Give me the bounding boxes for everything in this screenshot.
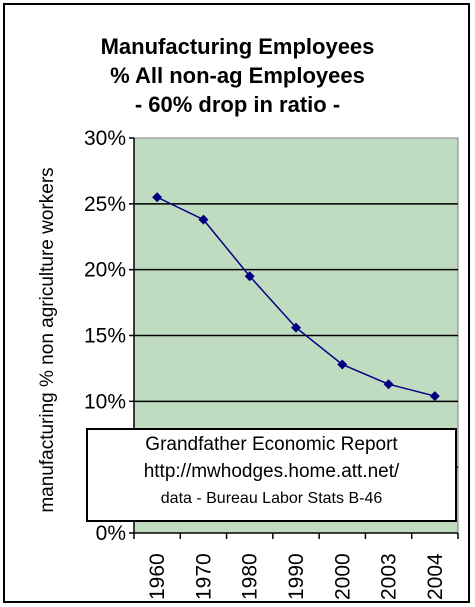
- x-tick-label: 2004: [424, 553, 447, 600]
- data-point-2003: [383, 379, 394, 390]
- data-point-1960: [152, 192, 163, 203]
- chart-title-line-2: % All non-ag Employees: [110, 63, 365, 88]
- annotation-line-1: Grandfather Economic Report: [145, 434, 398, 455]
- data-point-1980: [244, 271, 255, 282]
- data-point-1970: [198, 214, 209, 225]
- chart-title-line-1: Manufacturing Employees: [100, 34, 375, 59]
- data-point-2004: [429, 391, 440, 402]
- chart-title-line-3: - 60% drop in ratio -: [134, 92, 341, 117]
- x-tick-label: 2003: [378, 553, 401, 600]
- y-tick-label: 0%: [96, 522, 126, 545]
- annotation-line-2: http://mwhodges.home.att.net/: [143, 461, 400, 482]
- y-tick-label: 25%: [84, 193, 126, 216]
- x-tick-label: 1960: [146, 553, 169, 600]
- x-tick-label: 1990: [285, 553, 308, 600]
- annotation-line-3: data - Bureau Labor Stats B-46: [160, 490, 383, 507]
- data-point-2000: [337, 359, 348, 370]
- y-axis-label-group: manufacturing % non agriculture workers: [37, 167, 58, 512]
- y-tick-label: 30%: [84, 127, 126, 150]
- y-axis-label: manufacturing % non agriculture workers: [37, 167, 58, 512]
- y-tick-label: 15%: [84, 325, 126, 348]
- x-tick-label: 1970: [192, 553, 215, 600]
- y-tick-label: 20%: [84, 259, 126, 282]
- source-annotation-box: Grandfather Economic Report http://mwhod…: [86, 428, 457, 522]
- data-point-1990: [291, 322, 301, 333]
- y-tick-label: 10%: [84, 390, 126, 413]
- x-tick-label: 2000: [331, 553, 354, 600]
- x-tick-label: 1980: [239, 553, 262, 600]
